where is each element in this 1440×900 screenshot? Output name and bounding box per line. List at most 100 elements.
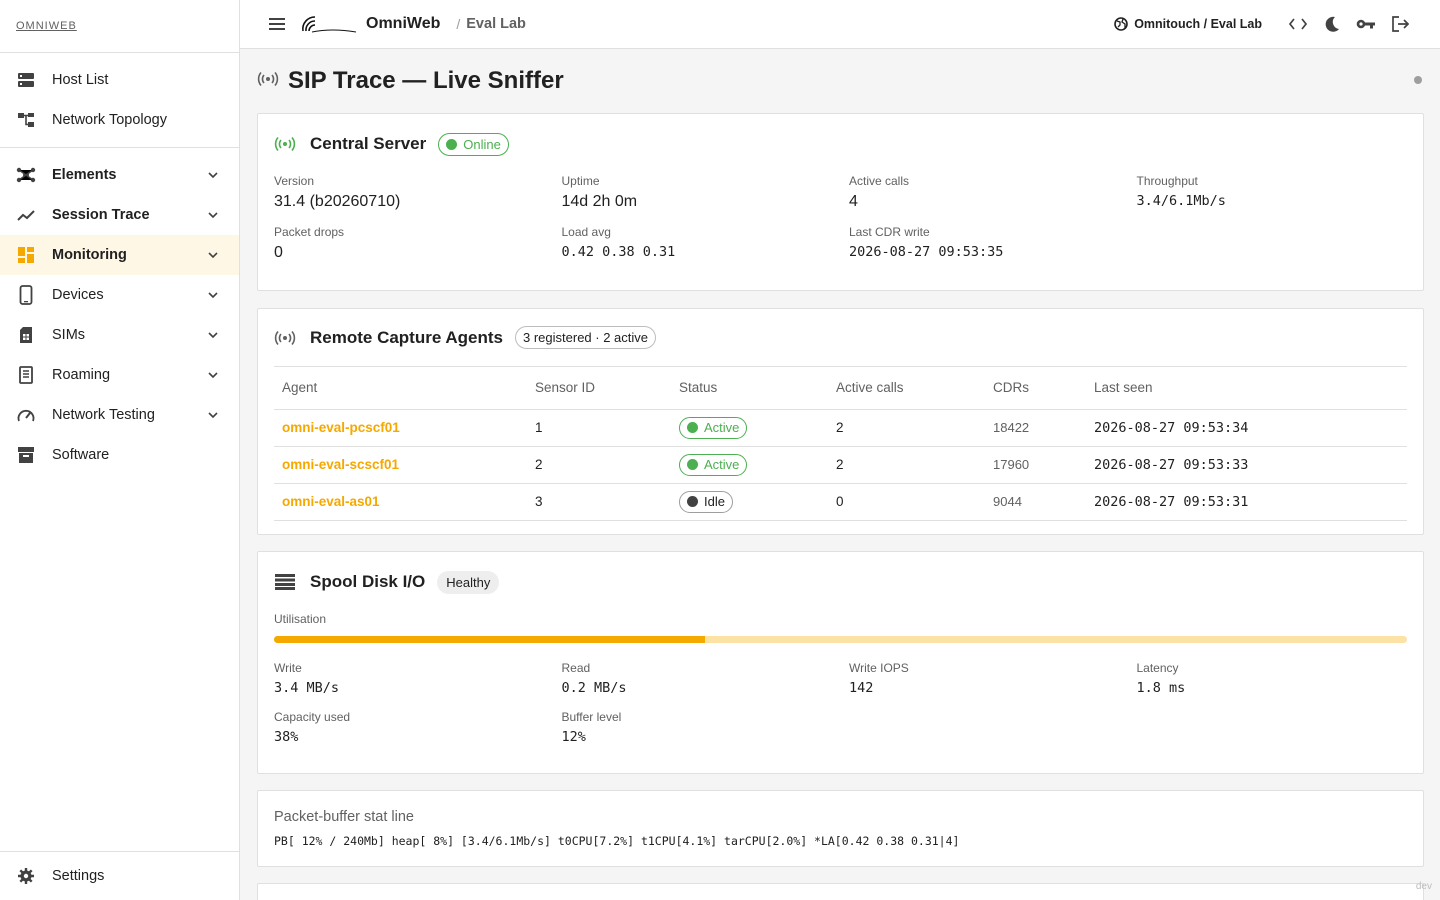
sidebar-item-roaming[interactable]: Roaming — [0, 355, 239, 395]
table-row[interactable]: omni-eval-pcscf01 1 Active 2 18422 2026-… — [274, 409, 1407, 447]
stat-capacity-used: Capacity used 38% — [274, 710, 351, 745]
page-header: SIP Trace — Live Sniffer — [257, 49, 1424, 113]
column-header[interactable]: CDRs — [985, 367, 1086, 410]
sidebar-item-label: Monitoring — [52, 247, 127, 263]
sidebar-item-label: Session Trace — [52, 207, 150, 223]
header-actions: Omnitouch / Eval Lab — [1114, 14, 1410, 34]
breadcrumb-current: Eval Lab — [466, 16, 526, 32]
active-calls: 0 — [828, 483, 985, 521]
sidebar-item-label: Roaming — [52, 367, 111, 383]
sensor-id: 1 — [527, 409, 671, 447]
broadcast-icon — [257, 71, 279, 92]
card-header: Spool Disk I/O Healthy — [274, 552, 1407, 612]
agent-link[interactable]: omni-eval-as01 — [274, 483, 527, 521]
document-list-icon — [16, 365, 36, 385]
tenant-selector[interactable]: Omnitouch / Eval Lab — [1114, 17, 1262, 31]
server-stats: Version 31.4 (b20260710) Uptime 14d 2h 0m … — [274, 174, 1407, 276]
stat-write-iops: Write IOPS 142 — [849, 661, 909, 696]
server-icon — [16, 70, 36, 90]
stat-read: Read 0.2 MB/s — [561, 661, 627, 696]
topology-icon — [16, 110, 36, 130]
active-calls: 2 — [828, 409, 985, 447]
cdr-count: 18422 — [985, 409, 1086, 447]
key-icon[interactable] — [1356, 14, 1376, 34]
chevron-down-icon — [208, 372, 218, 379]
broadcast-icon — [274, 330, 296, 346]
health-badge: Healthy — [437, 570, 500, 594]
code-icon[interactable] — [1288, 14, 1308, 34]
stat-load-avg: Load avg 0.42 0.38 0.31 — [561, 225, 676, 260]
central-server-card: Central Server Online Version 31.4 (b2026… — [257, 113, 1424, 291]
table-row[interactable]: omni-eval-scscf01 2 Active 2 17960 2026-… — [274, 446, 1407, 484]
sidebar-item-network-topology[interactable]: Network Topology — [0, 100, 239, 140]
sensor-id: 2 — [527, 446, 671, 484]
main-content: SIP Trace — Live Sniffer Central Server … — [257, 49, 1424, 900]
brand-link[interactable]: OMNIWEB — [16, 20, 77, 32]
card-title: Remote Capture Agents — [310, 327, 504, 347]
hub-icon — [16, 165, 36, 185]
omnitouch-logo — [302, 16, 357, 33]
last-seen: 2026-08-27 09:53:34 — [1086, 409, 1407, 447]
app-name[interactable]: OmniWeb — [366, 15, 441, 32]
status-cell: Active — [671, 409, 828, 447]
status-badge: Active — [679, 453, 748, 476]
sidebar-top-group: Host List Network Topology — [0, 53, 239, 148]
archive-icon — [16, 445, 36, 465]
sidebar-item-label: Network Topology — [52, 112, 167, 128]
sidebar-item-label: Network Testing — [52, 407, 155, 423]
stat-uptime: Uptime 14d 2h 0m — [561, 174, 638, 210]
table-header-row: Agent Sensor ID Status Active calls CDRs… — [274, 367, 1407, 410]
agent-link[interactable]: omni-eval-scscf01 — [274, 446, 527, 484]
chevron-down-icon — [208, 292, 218, 299]
agents-table: Agent Sensor ID Status Active calls CDRs… — [274, 367, 1407, 521]
stat-active-calls: Active calls 4 — [849, 174, 910, 210]
column-header[interactable]: Agent — [274, 367, 527, 410]
stat-throughput: Throughput 3.4/6.1Mb/s — [1136, 174, 1226, 209]
card-title: Central Server — [310, 134, 427, 153]
chevron-down-icon — [208, 412, 218, 419]
sidebar-item-host-list[interactable]: Host List — [0, 60, 239, 100]
dark-mode-icon[interactable] — [1322, 14, 1342, 34]
sidebar-item-session-trace[interactable]: Session Trace — [0, 195, 239, 235]
column-header[interactable]: Status — [671, 367, 828, 410]
sidebar-item-sims[interactable]: SIMs — [0, 315, 239, 355]
chevron-down-icon — [208, 172, 218, 179]
breadcrumb-separator: / — [456, 16, 461, 32]
sidebar-item-settings[interactable]: Settings — [0, 852, 239, 900]
card-title: Spool Disk I/O — [310, 572, 426, 591]
sidebar-item-label: Host List — [52, 72, 109, 88]
cdr-count: 17960 — [985, 446, 1086, 484]
card-header: Remote Capture Agents 3 registered · 2 a… — [274, 309, 1407, 367]
column-header[interactable]: Last seen — [1086, 367, 1407, 410]
tenant-label: Omnitouch / Eval Lab — [1134, 17, 1262, 31]
table-row[interactable]: omni-eval-as01 3 Idle 0 9044 2026-08-27 … — [274, 483, 1407, 521]
sidebar-item-network-testing[interactable]: Network Testing — [0, 395, 239, 435]
sidebar-item-label: Settings — [52, 868, 105, 884]
column-header[interactable]: Sensor ID — [527, 367, 671, 410]
stat-line-text: PB[ 12% / 240Mb] heap[ 8%] [3.4/6.1Mb/s]… — [274, 834, 960, 848]
spool-disk-card: Spool Disk I/O Healthy Utilisation Write… — [257, 551, 1424, 774]
sidebar-item-monitoring[interactable]: Monitoring — [0, 235, 239, 275]
utilisation-bar-fill — [274, 636, 705, 643]
stat-last-cdr-write: Last CDR write 2026-08-27 09:53:35 — [849, 225, 1004, 260]
globe-icon — [1114, 17, 1129, 31]
stat-buffer-level: Buffer level 12% — [561, 710, 622, 745]
brand: OMNIWEB — [0, 0, 239, 53]
chevron-down-icon — [208, 332, 218, 339]
sidebar-item-software[interactable]: Software — [0, 435, 239, 475]
sidebar-item-label: Elements — [52, 167, 117, 183]
last-seen: 2026-08-27 09:53:31 — [1086, 483, 1407, 521]
sidebar-item-devices[interactable]: Devices — [0, 275, 239, 315]
card-header: Central Server Online — [274, 114, 1407, 174]
chevron-down-icon — [208, 212, 218, 219]
agent-link[interactable]: omni-eval-pcscf01 — [274, 409, 527, 447]
storage-icon — [274, 574, 296, 590]
card-title: Packet-buffer stat line — [274, 809, 414, 825]
phone-icon — [16, 285, 36, 305]
logout-icon[interactable] — [1390, 14, 1410, 34]
sidebar-item-elements[interactable]: Elements — [0, 155, 239, 195]
column-header[interactable]: Active calls — [828, 367, 985, 410]
menu-icon[interactable] — [267, 14, 287, 34]
stat-packet-drops: Packet drops 0 — [274, 225, 345, 261]
gear-icon — [16, 866, 36, 886]
